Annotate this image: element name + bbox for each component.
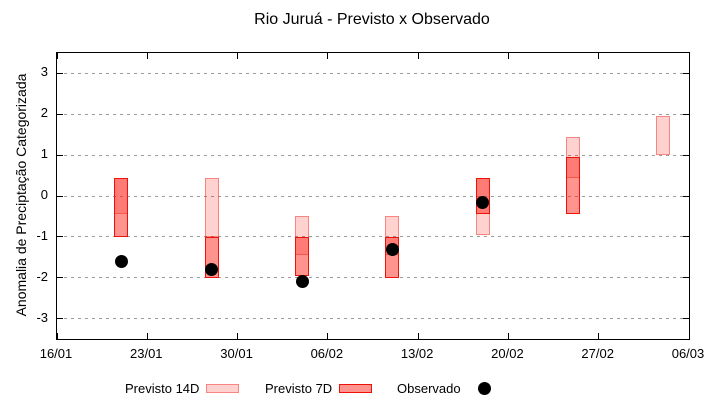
x-tick-mark (237, 333, 239, 339)
observado-point (476, 195, 490, 209)
y-tick-label: -2 (36, 268, 48, 284)
observado-swatch (477, 381, 491, 395)
legend-label-observado: Observado (397, 380, 461, 396)
previsto-7d-bar (565, 157, 580, 215)
x-tick-mark (327, 333, 329, 339)
x-tick-mark (56, 333, 58, 339)
legend-item-previsto-7d: Previsto 7D (265, 379, 373, 397)
y-tick-mark (57, 154, 63, 156)
y-tick-mark (57, 195, 63, 197)
x-tick-mark (237, 53, 239, 59)
y-tick-mark (57, 277, 63, 279)
observado-point (385, 242, 399, 256)
x-tick-mark (688, 53, 690, 59)
x-tick-label: 27/02 (581, 346, 614, 361)
x-tick-label: 06/03 (671, 346, 705, 361)
x-tick-mark (417, 333, 419, 339)
previsto-14d-bar (204, 177, 219, 237)
previsto-7d-bar (114, 177, 129, 237)
legend-item-observado: Observado (397, 379, 501, 397)
legend-label-previsto-7d: Previsto 7D (265, 380, 333, 396)
y-tick-label: 1 (40, 146, 48, 162)
legend-swatch-slot (206, 379, 240, 397)
y-tick-mark (683, 195, 689, 197)
legend-label-previsto-14d: Previsto 14D (125, 380, 200, 396)
grid-line (57, 277, 689, 279)
x-tick-mark (507, 333, 509, 339)
observado-point (114, 254, 128, 268)
y-tick-mark (683, 113, 689, 115)
grid-line (57, 318, 689, 320)
previsto-14d-swatch (206, 383, 240, 393)
x-tick-label: 30/01 (220, 346, 253, 361)
x-tick-label: 16/01 (39, 346, 73, 361)
y-tick-label: -3 (36, 309, 48, 325)
x-tick-label: 23/01 (130, 346, 163, 361)
previsto-14d-bar (656, 116, 671, 156)
y-tick-mark (57, 318, 63, 320)
y-tick-mark (683, 236, 689, 238)
grid-line (57, 72, 689, 74)
grid-line (57, 113, 689, 115)
x-tick-mark (56, 53, 58, 59)
y-tick-mark (683, 277, 689, 279)
previsto-7d-swatch (339, 383, 373, 393)
x-tick-mark (146, 333, 148, 339)
x-tick-mark (598, 53, 600, 59)
y-tick-mark (57, 236, 63, 238)
y-tick-mark (57, 72, 63, 74)
y-tick-mark (683, 72, 689, 74)
legend: Previsto 14D Previsto 7D Observado (0, 379, 720, 397)
grid-line (57, 195, 689, 197)
x-tick-mark (598, 333, 600, 339)
x-tick-label: 06/02 (310, 346, 344, 361)
y-tick-mark (683, 154, 689, 156)
observado-point (295, 275, 309, 289)
grid-line (57, 154, 689, 156)
y-tick-label: 0 (40, 187, 48, 202)
chart-title: Rio Juruá - Previsto x Observado (254, 11, 490, 28)
observado-point (205, 263, 219, 277)
x-tick-label: 20/02 (491, 346, 524, 361)
x-tick-mark (688, 333, 690, 339)
plot-area (56, 52, 690, 340)
y-tick-mark (57, 113, 63, 115)
x-tick-label: 13/02 (400, 346, 434, 361)
y-tick-label: 3 (40, 64, 48, 80)
x-tick-mark (146, 53, 148, 59)
x-tick-mark (507, 53, 509, 59)
y-tick-label: 2 (40, 105, 48, 121)
y-tick-label: -1 (36, 227, 48, 243)
previsto-7d-bar (295, 236, 310, 276)
legend-swatch-slot (339, 379, 373, 397)
x-tick-mark (327, 53, 329, 59)
legend-swatch-slot (468, 379, 501, 397)
x-tick-mark (417, 53, 419, 59)
previsto-14d-bar (295, 216, 310, 256)
y-tick-mark (683, 318, 689, 320)
legend-item-previsto-14d: Previsto 14D (125, 379, 240, 397)
grid-line (57, 236, 689, 238)
